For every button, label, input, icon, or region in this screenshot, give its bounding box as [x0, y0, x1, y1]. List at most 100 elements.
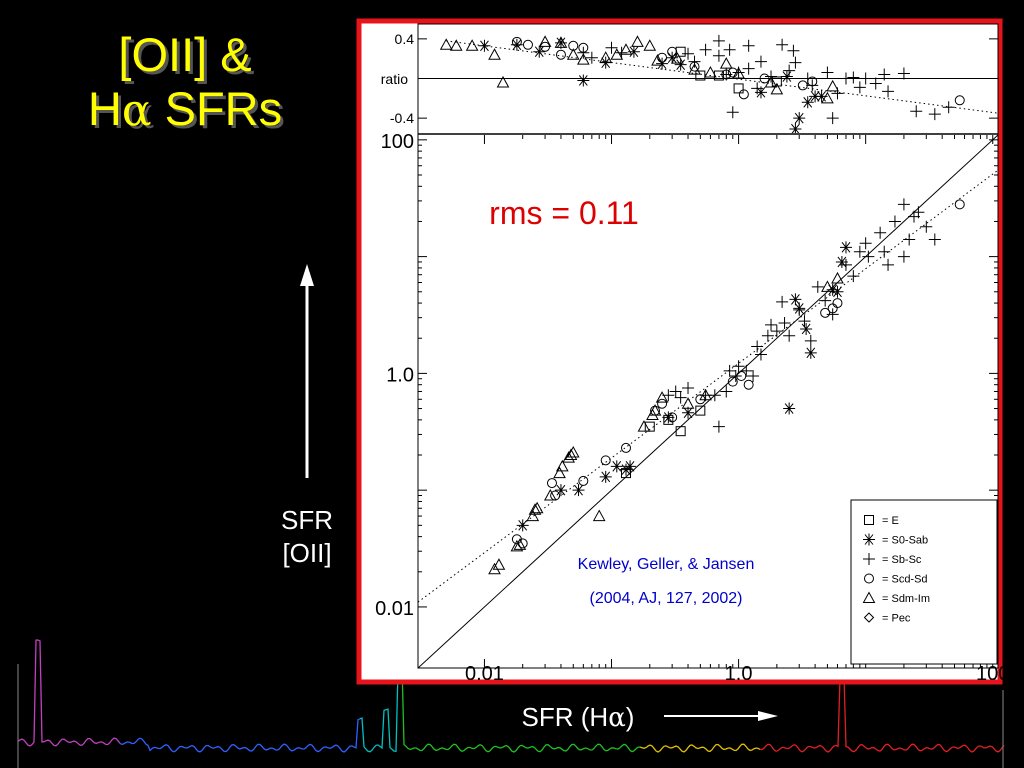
point-triangle [643, 39, 657, 51]
point-plus [699, 43, 712, 56]
point-triangle [688, 63, 701, 75]
bottom-xlabel-suffix: ) [625, 702, 635, 732]
side-ylabel: SFR [OII] [264, 504, 350, 570]
point-triangle [526, 509, 540, 522]
point-plus [778, 317, 791, 330]
point-triangle [553, 466, 566, 479]
point-plus [712, 420, 725, 433]
point-plus [742, 62, 755, 75]
legend-label: = Pec [882, 613, 911, 625]
point-triangle [465, 39, 479, 51]
main-points [488, 198, 965, 575]
point-plus [726, 106, 739, 119]
plot-axes-box [417, 23, 999, 669]
point-plus [783, 64, 796, 77]
point-circle [954, 199, 965, 210]
point-plus [712, 34, 725, 47]
point-asterisk [835, 255, 848, 268]
point-triangle [496, 75, 510, 88]
point-asterisk [516, 519, 529, 532]
point-square [695, 405, 706, 416]
spectrum-segment-2 [359, 666, 401, 753]
point-plus [878, 68, 891, 81]
point-circle [667, 412, 678, 423]
point-circle [807, 76, 818, 87]
point-circle [550, 490, 561, 501]
point-triangle [704, 66, 717, 78]
x-tick-label: 100 [976, 663, 1009, 685]
point-asterisk [682, 406, 695, 419]
point-plus [615, 46, 628, 59]
point-plus [754, 55, 767, 68]
x-tick-label: 0.01 [465, 663, 504, 685]
citation-line-1: Kewley, Geller, & Jansen [578, 556, 755, 573]
point-asterisk [627, 45, 640, 58]
point-plus [776, 38, 789, 51]
point-plus [742, 39, 755, 52]
point-asterisk [599, 56, 612, 69]
point-circle [600, 455, 611, 466]
point-triangle [543, 488, 557, 501]
point-asterisk [510, 38, 523, 51]
point-triangle [862, 591, 876, 603]
point-plus [723, 43, 736, 56]
point-asterisk [656, 57, 669, 70]
point-circle [832, 298, 843, 309]
point-triangle [592, 509, 606, 522]
point-asterisk [662, 411, 675, 424]
title-sfrs: SFRs [151, 82, 283, 135]
point-plus [798, 315, 811, 328]
point-asterisk [554, 36, 567, 49]
point-plus [928, 108, 941, 121]
one-to-one-line [418, 135, 998, 668]
point-plus [847, 71, 860, 84]
point-plus [723, 364, 736, 377]
side-ylabel-line1: SFR [281, 505, 333, 535]
y-tick-label: 1.0 [386, 364, 414, 386]
point-circle [820, 307, 831, 318]
ratio-tick-label: -0.4 [390, 110, 414, 126]
point-asterisk [789, 123, 802, 133]
point-plus [793, 303, 806, 316]
point-plus [674, 391, 687, 404]
point-triangle [610, 48, 624, 60]
title-line-1: [OII] & [118, 28, 252, 81]
bottom-xlabel: SFR (Hα) [498, 702, 658, 733]
point-asterisk [624, 460, 637, 473]
tick-marks [418, 38, 998, 668]
point-plus [853, 81, 866, 94]
point-asterisk [831, 285, 844, 298]
spectrum-segment-5 [759, 676, 1005, 753]
point-asterisk [815, 90, 828, 103]
point-plus [839, 258, 852, 271]
point-circle [797, 80, 808, 91]
point-plus [862, 250, 875, 263]
point-plus [910, 105, 923, 118]
point-plus [928, 233, 941, 246]
point-circle [759, 73, 770, 84]
point-plus [682, 47, 695, 60]
point-triangle [826, 79, 840, 92]
point-plus [751, 340, 764, 353]
point-plus [732, 66, 745, 79]
point-plus [754, 348, 767, 361]
point-circle [620, 442, 631, 453]
point-circle [695, 394, 706, 405]
point-triangle [538, 35, 552, 47]
point-plus [826, 112, 839, 125]
point-triangle [651, 54, 664, 66]
point-plus [882, 258, 895, 271]
point-asterisk [754, 86, 767, 99]
point-circle [540, 41, 551, 52]
point-circle [546, 478, 557, 489]
point-plus [732, 360, 745, 373]
point-circle [657, 398, 668, 409]
point-plus [903, 233, 916, 246]
point-square [663, 414, 674, 425]
title-h: H [87, 82, 122, 135]
point-circle [517, 538, 528, 549]
point-plus [882, 85, 895, 98]
point-plus [804, 334, 817, 347]
point-circle [689, 61, 700, 72]
legend-label: = S0-Sab [882, 535, 928, 547]
